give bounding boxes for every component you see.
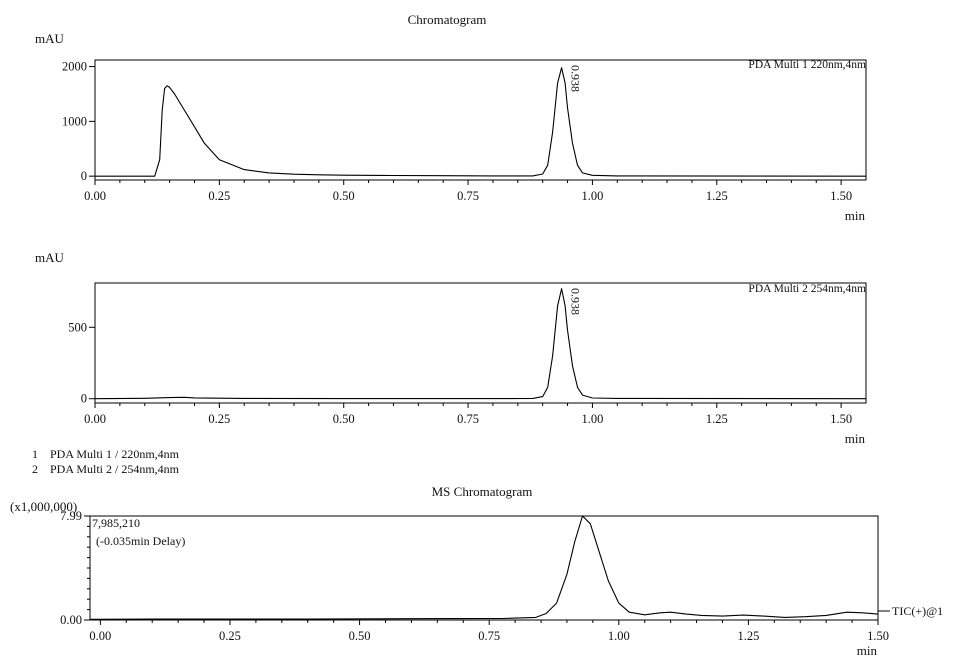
panel1-y-tick-label: 0: [81, 169, 87, 183]
panel1-x-unit: min: [845, 208, 866, 223]
ms-x-tick-label: 0.75: [478, 629, 500, 643]
legend-id-2: 2: [32, 462, 38, 476]
legend-label-1: PDA Multi 1 / 220nm,4nm: [50, 447, 180, 461]
panel2-trace-line: [94, 288, 867, 400]
panel2-y-ticks: 0 500: [68, 320, 95, 406]
ms-plot-frame: [89, 515, 879, 621]
pda-254nm-panel: mAU PDA Multi 2 254nm,4nm min 0.00 0.25 0.…: [35, 250, 867, 446]
ms-delay-note: (-0.035min Delay): [96, 534, 185, 548]
panel2-x-tick-label: 0.50: [333, 412, 355, 426]
ms-x-tick-label: 0.00: [89, 629, 111, 643]
panel1-trace-line: [95, 67, 867, 177]
panel2-y-unit: mAU: [35, 250, 65, 265]
panel2-x-tick-label: 1.50: [830, 412, 852, 426]
legend-label-2: PDA Multi 2 / 254nm,4nm: [50, 462, 180, 476]
panel1-x-tick-label: 1.00: [581, 189, 603, 203]
panel2-channel-label: PDA Multi 2 254nm,4nm: [748, 283, 866, 295]
pda-220nm-panel: Chromatogram mAU PDA Multi 1 220nm,4nm m…: [35, 12, 867, 223]
panel1-x-tick-label: 0.50: [333, 189, 355, 203]
ms-y-unit: (x1,000,000): [10, 499, 77, 514]
panel2-plot-frame: [94, 282, 867, 404]
ms-x-tick-label: 0.50: [349, 629, 371, 643]
panel1-x-tick-label: 1.25: [706, 189, 728, 203]
panel2-x-tick-label: 1.00: [581, 412, 603, 426]
ms-chromatogram-panel: MS Chromatogram (x1,000,000) 7,985,210 (…: [10, 484, 943, 658]
panel2-x-tick-label: 0.25: [208, 412, 230, 426]
ms-y-tick-label: 7.99: [60, 509, 82, 523]
ms-x-unit: min: [857, 643, 878, 658]
ms-tic-trace-line: [89, 515, 879, 620]
panel1-x-tick-label: 0.75: [457, 189, 479, 203]
channel-legend: 1 PDA Multi 1 / 220nm,4nm 2 PDA Multi 2 …: [32, 447, 180, 476]
ms-x-ticks: 0.00 0.25 0.50 0.75 1.00 1.25 1.50: [89, 620, 889, 643]
panel2-x-ticks: 0.00 0.25 0.50 0.75 1.00 1.25 1.50: [84, 403, 852, 426]
ms-y-tick-label: 0.00: [60, 613, 82, 627]
panel1-x-tick-label: 1.50: [830, 189, 852, 203]
legend-id-1: 1: [32, 447, 38, 461]
panel2-x-tick-label: 1.25: [706, 412, 728, 426]
ms-y-ticks: 0.00 7.99: [60, 509, 90, 627]
ms-x-tick-label: 1.00: [608, 629, 630, 643]
panel2-x-tick-label: 0.00: [84, 412, 106, 426]
ms-x-tick-label: 1.50: [867, 629, 889, 643]
panel2-x-unit: min: [845, 431, 866, 446]
panel1-channel-label: PDA Multi 1 220nm,4nm: [748, 59, 866, 71]
ms-x-tick-label: 0.25: [219, 629, 241, 643]
panel1-x-tick-label: 0.25: [208, 189, 230, 203]
panel1-peak-label: 0.938: [569, 65, 583, 92]
panel2-y-tick-label: 0: [81, 392, 87, 406]
ms-max-intensity: 7,985,210: [92, 516, 140, 530]
ms-trace-label: TIC(+)@1: [892, 604, 943, 618]
panel1-x-ticks: 0.00 0.25 0.50 0.75 1.00 1.25 1.50: [84, 180, 852, 203]
panel1-y-tick-label: 1000: [62, 114, 87, 128]
panel1-y-ticks: 0 1000 2000: [62, 60, 95, 183]
panel1-x-tick-label: 0.00: [84, 189, 106, 203]
panel2-x-tick-label: 0.75: [457, 412, 479, 426]
chromatogram-title: Chromatogram: [408, 12, 487, 27]
panel2-y-tick-label: 500: [68, 320, 87, 334]
panel1-y-tick-label: 2000: [62, 60, 87, 74]
panel2-peak-label: 0.938: [569, 288, 583, 315]
ms-x-tick-label: 1.25: [737, 629, 759, 643]
panel1-plot-frame: [94, 59, 867, 181]
panel1-y-unit: mAU: [35, 31, 65, 46]
ms-chromatogram-title: MS Chromatogram: [432, 484, 533, 499]
